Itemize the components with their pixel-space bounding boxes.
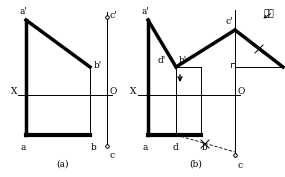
Text: d': d' (158, 56, 166, 65)
Text: b': b' (94, 61, 102, 70)
Text: b: b (202, 143, 208, 152)
Text: a: a (20, 143, 26, 152)
Text: a': a' (141, 7, 149, 16)
Text: a: a (142, 143, 148, 152)
Text: b': b' (179, 56, 187, 65)
Text: 实长: 实长 (263, 9, 274, 18)
Text: c': c' (225, 17, 233, 26)
Text: (b): (b) (190, 160, 202, 169)
Text: X: X (11, 87, 17, 96)
Text: O: O (237, 87, 244, 96)
Text: a': a' (19, 7, 27, 16)
Text: c': c' (110, 10, 118, 19)
Text: O: O (109, 87, 116, 96)
Text: c: c (237, 161, 242, 170)
Text: (a): (a) (56, 160, 69, 169)
Text: c: c (110, 151, 115, 160)
Text: $D_0$: $D_0$ (284, 63, 285, 75)
Text: d: d (172, 143, 178, 152)
Text: b: b (91, 143, 97, 152)
Text: X: X (130, 87, 136, 96)
